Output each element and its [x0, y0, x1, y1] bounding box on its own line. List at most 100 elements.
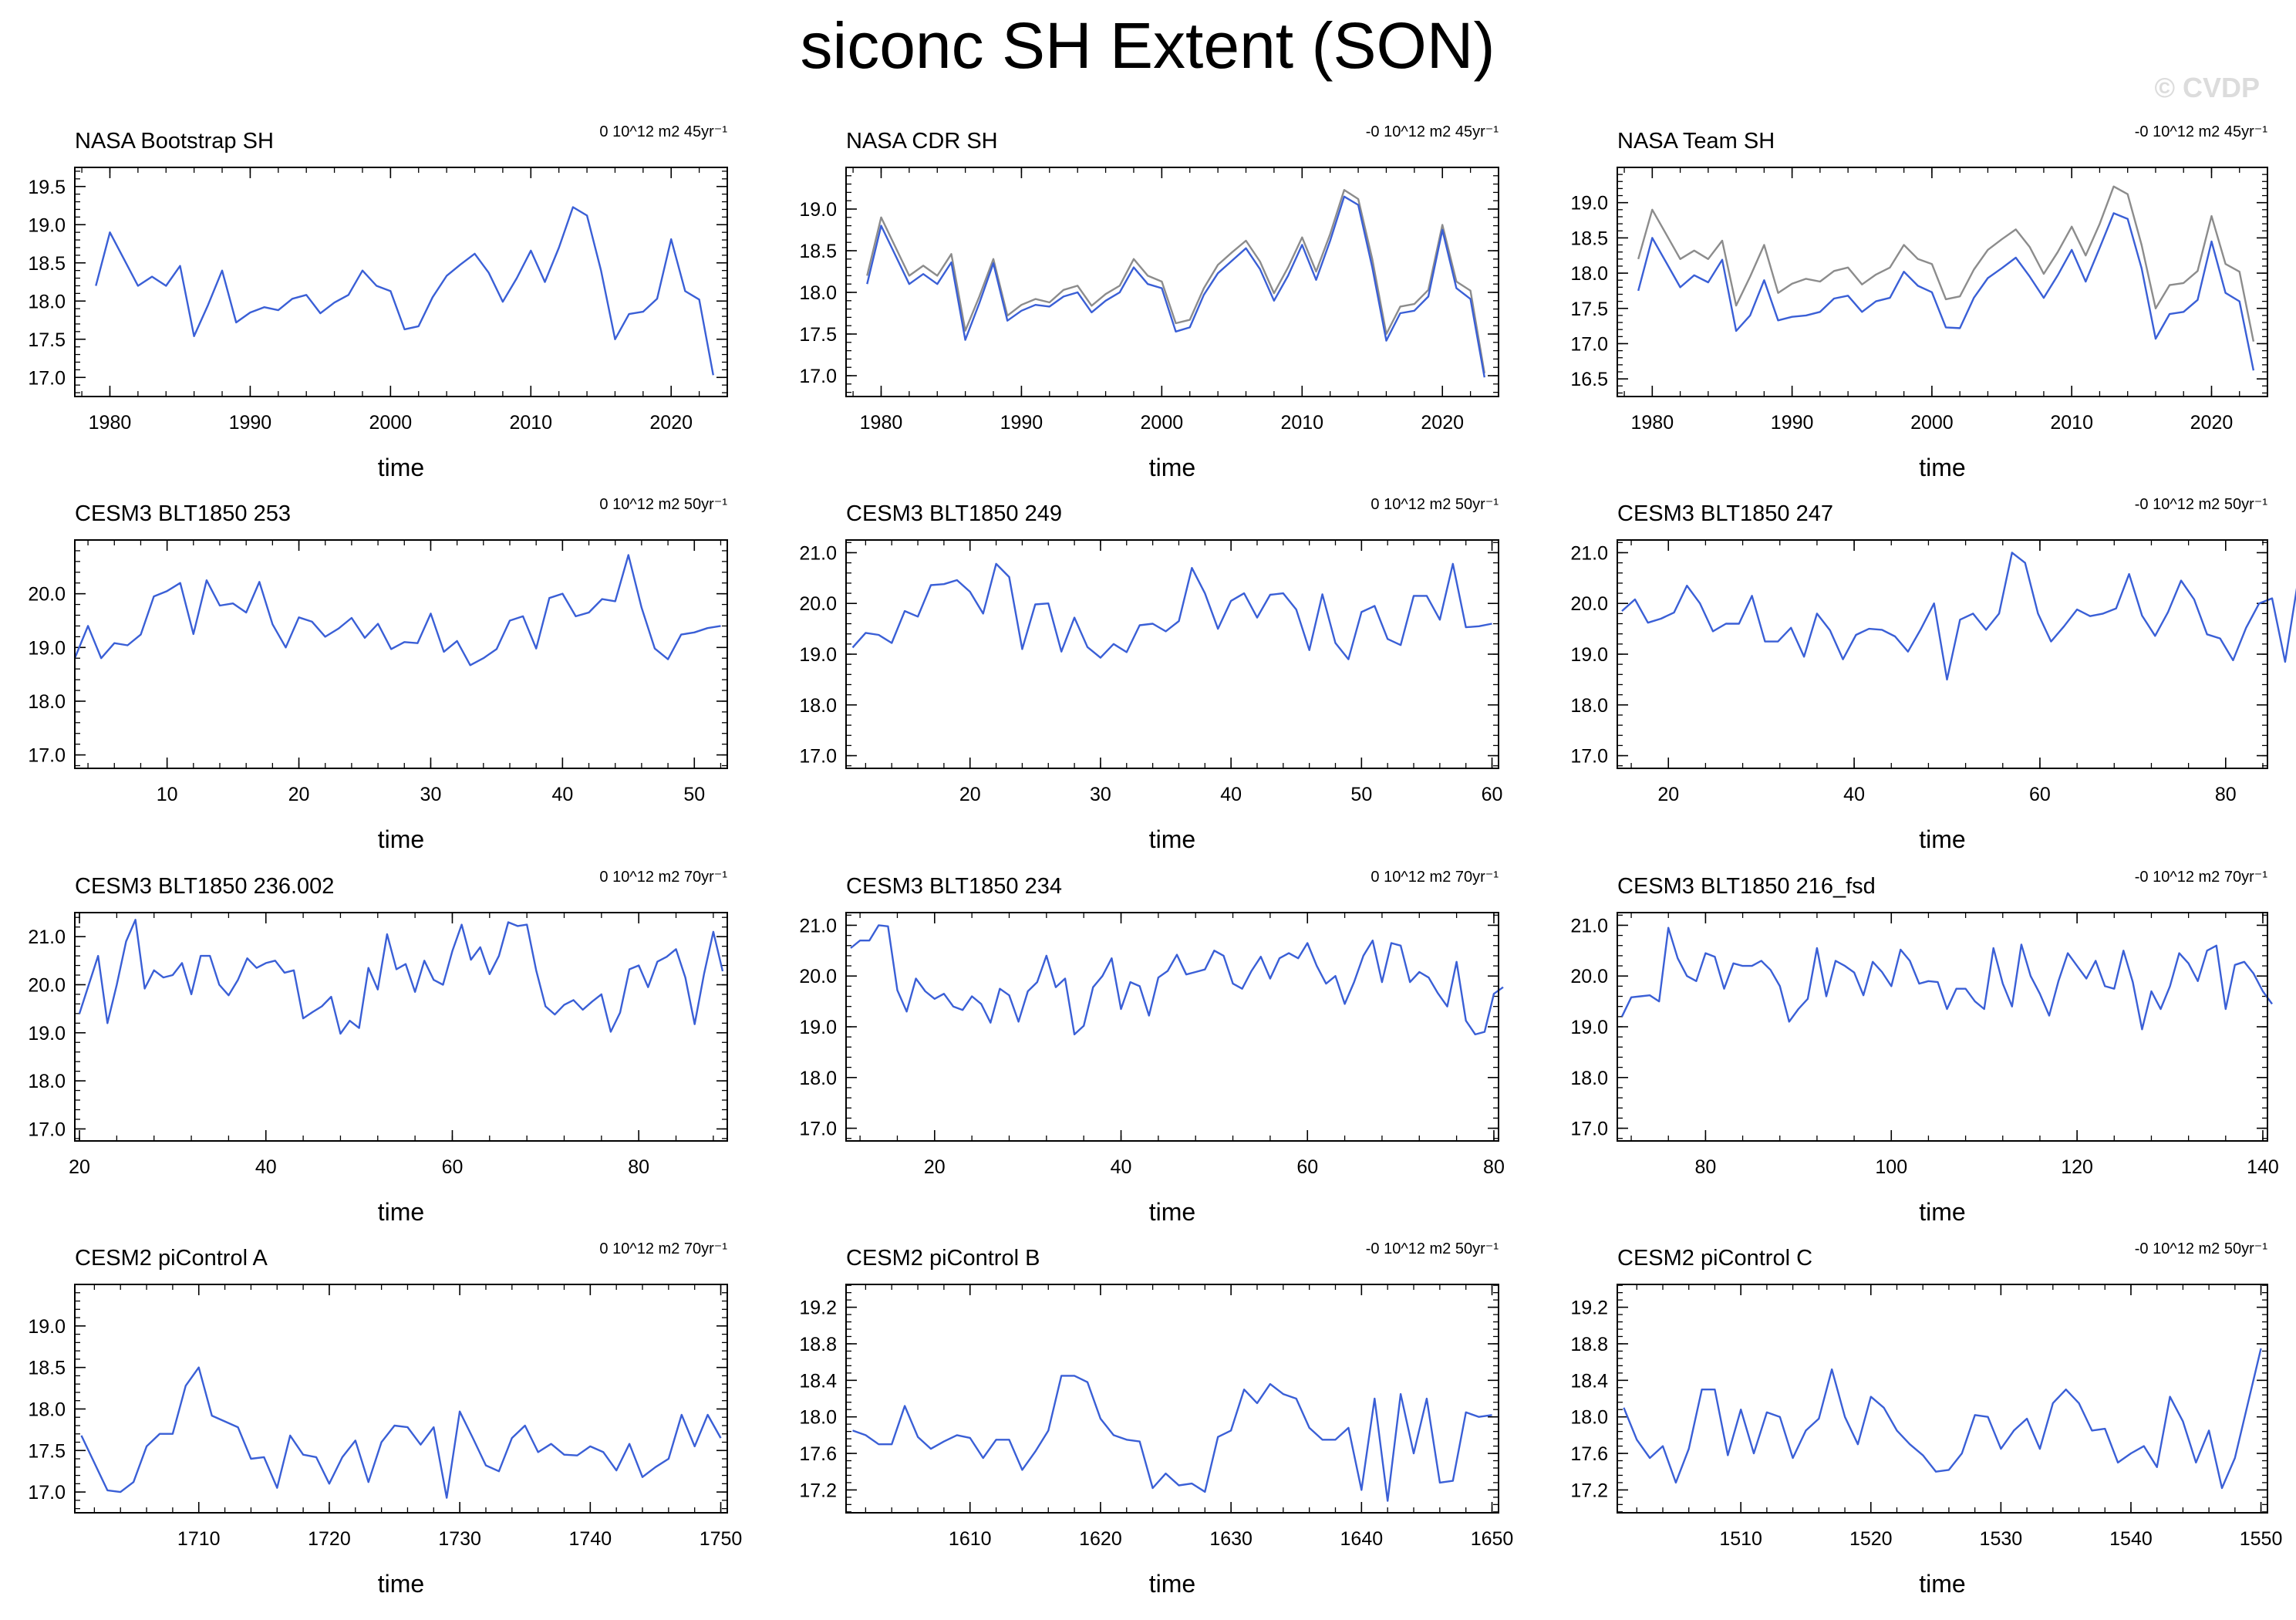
x-axis-label: time — [1149, 1198, 1195, 1226]
reference-series-line — [1637, 185, 2255, 342]
plot-frame — [845, 1284, 1499, 1514]
x-tick-label: 20 — [924, 1156, 946, 1178]
x-tick-label: 2020 — [1421, 412, 1464, 434]
y-tick-label: 18.5 — [28, 253, 66, 275]
x-axis-label: time — [1919, 825, 1965, 853]
x-tick-label: 1730 — [438, 1528, 481, 1550]
y-tick-label: 17.5 — [28, 1440, 66, 1462]
x-tick-label: 1750 — [700, 1528, 743, 1550]
y-tick-label: 18.0 — [799, 282, 837, 304]
series-line — [80, 1366, 722, 1499]
trend-annotation: 0 10^12 m2 45yr⁻¹ — [599, 123, 727, 140]
panel-title: CESM3 BLT1850 234 — [846, 874, 1062, 899]
trend-annotation: -0 10^12 m2 45yr⁻¹ — [2135, 123, 2268, 140]
y-tick-label: 21.0 — [1570, 542, 1608, 564]
y-tick-label: 18.0 — [1570, 1407, 1608, 1429]
y-tick-label: 21.0 — [799, 915, 837, 937]
x-tick-label: 50 — [683, 784, 705, 805]
plot-frame — [1617, 539, 2268, 769]
plot-frame — [1617, 1284, 2268, 1514]
series-line — [866, 195, 1485, 378]
plot-frame — [74, 167, 728, 397]
x-tick-label: 1610 — [949, 1528, 992, 1550]
series-line — [78, 919, 724, 1035]
plot-frame — [845, 167, 1499, 397]
x-tick-label: 120 — [2061, 1156, 2093, 1178]
series-line — [1623, 1348, 2262, 1490]
x-tick-label: 140 — [2247, 1156, 2279, 1178]
x-tick-label: 2010 — [509, 412, 552, 434]
y-tick-label: 18.4 — [799, 1370, 837, 1392]
chart-panels: NASA Bootstrap SH 0 10^12 m2 45yr⁻¹ time 17… — [28, 123, 2296, 1598]
panel-title: CESM3 BLT1850 249 — [846, 501, 1062, 526]
x-tick-label: 1520 — [1849, 1528, 1893, 1550]
y-tick-label: 21.0 — [1570, 915, 1608, 937]
x-tick-label: 80 — [1695, 1156, 1717, 1178]
panel-title: CESM2 piControl B — [846, 1246, 1040, 1271]
y-tick-label: 17.6 — [799, 1443, 837, 1465]
reference-series-line — [866, 188, 1485, 374]
x-tick-label: 60 — [1482, 784, 1503, 805]
plot-frame — [845, 539, 1499, 769]
y-tick-label: 17.0 — [799, 746, 837, 768]
y-tick-label: 20.0 — [28, 584, 66, 606]
x-axis-label: time — [1919, 454, 1965, 481]
y-tick-label: 20.0 — [799, 593, 837, 615]
y-tick-label: 19.0 — [1570, 193, 1608, 214]
x-tick-label: 60 — [442, 1156, 464, 1178]
y-tick-label: 19.5 — [28, 177, 66, 198]
y-tick-label: 17.0 — [1570, 746, 1608, 768]
series-line — [852, 1375, 1492, 1502]
x-tick-label: 2000 — [1141, 412, 1184, 434]
y-tick-label: 18.8 — [799, 1334, 837, 1355]
y-tick-label: 17.0 — [1570, 1119, 1608, 1140]
trend-annotation: -0 10^12 m2 50yr⁻¹ — [2135, 496, 2268, 513]
trend-annotation: 0 10^12 m2 50yr⁻¹ — [1371, 496, 1499, 513]
y-tick-label: 17.0 — [28, 1119, 66, 1140]
y-tick-label: 20.0 — [1570, 593, 1608, 615]
y-tick-label: 20.0 — [799, 966, 837, 987]
y-tick-label: 18.0 — [1570, 263, 1608, 285]
panel-title: CESM3 BLT1850 247 — [1617, 501, 1833, 526]
y-tick-label: 19.0 — [1570, 1017, 1608, 1038]
x-tick-label: 30 — [420, 784, 442, 805]
chart-panel-cesm3-blt1850-253: CESM3 BLT1850 253 0 10^12 m2 50yr⁻¹ time 17… — [28, 496, 728, 853]
plot-frame — [1617, 912, 2268, 1142]
y-tick-label: 18.8 — [1570, 1334, 1608, 1355]
plot-frame — [74, 1284, 728, 1514]
y-tick-label: 16.5 — [1570, 369, 1608, 390]
x-tick-label: 1980 — [1631, 412, 1674, 434]
x-tick-label: 1650 — [1471, 1528, 1514, 1550]
x-tick-label: 40 — [551, 784, 573, 805]
x-tick-label: 1980 — [89, 412, 132, 434]
x-axis-label: time — [378, 825, 424, 853]
x-tick-label: 30 — [1090, 784, 1111, 805]
x-tick-label: 40 — [1111, 1156, 1132, 1178]
y-tick-label: 19.0 — [28, 1316, 66, 1338]
y-tick-label: 21.0 — [28, 926, 66, 948]
x-tick-label: 1510 — [1719, 1528, 1762, 1550]
watermark: © CVDP — [2154, 72, 2260, 103]
y-tick-label: 17.0 — [28, 1482, 66, 1504]
y-tick-label: 18.0 — [799, 1068, 837, 1089]
chart-panel-cesm3-blt1850-247: CESM3 BLT1850 247 -0 10^12 m2 50yr⁻¹ time 1… — [1570, 496, 2296, 853]
trend-annotation: -0 10^12 m2 50yr⁻¹ — [1366, 1240, 1499, 1257]
x-tick-label: 60 — [2029, 784, 2051, 805]
panel-title: CESM3 BLT1850 216_fsd — [1617, 874, 1876, 899]
x-tick-label: 20 — [1657, 784, 1679, 805]
plot-frame — [74, 912, 728, 1142]
x-axis-label: time — [1919, 1198, 1965, 1226]
trend-annotation: -0 10^12 m2 50yr⁻¹ — [2135, 1240, 2268, 1257]
y-tick-label: 19.0 — [28, 637, 66, 659]
x-tick-label: 1980 — [860, 412, 903, 434]
series-line — [851, 562, 1492, 660]
y-tick-label: 18.5 — [28, 1358, 66, 1379]
trend-annotation: -0 10^12 m2 70yr⁻¹ — [2135, 869, 2268, 886]
x-tick-label: 2020 — [649, 412, 693, 434]
series-line — [1620, 926, 2273, 1031]
y-tick-label: 17.6 — [1570, 1443, 1608, 1465]
x-tick-label: 50 — [1350, 784, 1372, 805]
y-tick-label: 19.2 — [799, 1298, 837, 1319]
plot-frame — [74, 539, 728, 769]
series-line — [850, 924, 1504, 1036]
